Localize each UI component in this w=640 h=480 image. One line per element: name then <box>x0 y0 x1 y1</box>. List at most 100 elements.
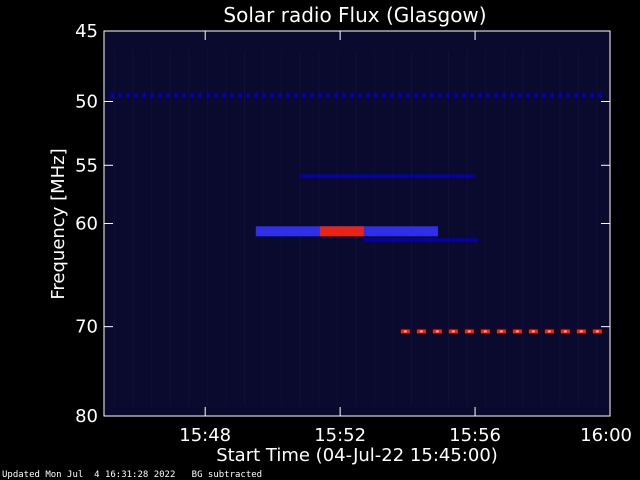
x-axis-title: Start Time (04-Jul-22 15:45:00) <box>216 445 498 466</box>
feature-dash <box>334 92 338 98</box>
feature-dash <box>134 92 138 98</box>
feature-dash <box>246 92 250 98</box>
feature-dash <box>110 92 114 98</box>
feature-dash <box>390 92 394 98</box>
feature-dash-core <box>499 330 503 333</box>
background-streak <box>522 51 524 406</box>
background-streak <box>151 51 153 406</box>
background-streak <box>225 51 227 406</box>
feature-dash <box>150 92 154 98</box>
y-tick-label: 80 <box>75 406 98 427</box>
feature-dash <box>358 92 362 98</box>
feature-dash <box>382 92 386 98</box>
feature-dash <box>374 92 378 98</box>
feature-dash <box>254 92 258 98</box>
feature-dash <box>366 92 370 98</box>
feature-dash <box>510 92 514 98</box>
feature-dash <box>582 92 586 98</box>
background-streak <box>503 51 505 406</box>
feature-dash <box>262 92 266 98</box>
feature-dash-core <box>515 330 519 333</box>
background-streak <box>540 51 542 406</box>
background-streak <box>114 51 116 406</box>
y-axis: 45 50 55 60 70 80 <box>75 21 610 427</box>
feature-dash-core <box>595 330 599 333</box>
feature-dash-core <box>419 330 423 333</box>
dashed-feature <box>110 92 602 98</box>
updated-text: Updated Mon Jul 4 16:31:28 2022 <box>2 470 176 480</box>
feature-dash <box>350 92 354 98</box>
feature-dash <box>158 92 162 98</box>
feature-dash <box>534 92 538 98</box>
plot-area <box>104 31 610 416</box>
feature-dash-core <box>579 330 583 333</box>
y-tick-label: 60 <box>75 214 98 235</box>
feature-dash <box>590 92 594 98</box>
background-streak <box>243 51 245 406</box>
feature-dash <box>198 92 202 98</box>
feature-dash <box>574 92 578 98</box>
background-streak <box>466 51 468 406</box>
feature-dash <box>438 92 442 98</box>
background-streak <box>577 51 579 406</box>
x-axis: 15:48 15:52 15:56 16:00 <box>179 31 632 446</box>
feature-dash <box>558 92 562 98</box>
feature-dash <box>278 92 282 98</box>
chart-title: Solar radio Flux (Glasgow) <box>223 3 486 27</box>
feature-band <box>319 226 364 237</box>
feature-dash <box>462 92 466 98</box>
feature-dash <box>118 92 122 98</box>
y-tick-label: 45 <box>75 21 98 42</box>
feature-dash <box>142 92 146 98</box>
x-tick-label: 15:52 <box>314 425 366 446</box>
background-streak <box>596 51 598 406</box>
feature-dash <box>598 92 602 98</box>
feature-dash <box>422 92 426 98</box>
feature-dash <box>318 92 322 98</box>
y-tick-label: 70 <box>75 317 98 338</box>
feature-dash-core <box>403 330 407 333</box>
feature-dash <box>270 92 274 98</box>
feature-dash <box>166 92 170 98</box>
feature-dash-core <box>467 330 471 333</box>
feature-dash <box>550 92 554 98</box>
x-tick-label: 15:48 <box>179 425 231 446</box>
feature-dash <box>222 92 226 98</box>
y-axis-title: Frequency [MHz] <box>48 148 69 299</box>
dashed-feature <box>400 329 602 334</box>
feature-dash <box>206 92 210 98</box>
feature-dash <box>182 92 186 98</box>
feature-dash-core <box>435 330 439 333</box>
feature-dash-core <box>563 330 567 333</box>
x-tick-label: 15:56 <box>449 425 501 446</box>
feature-dash <box>302 92 306 98</box>
feature-dash-core <box>451 330 455 333</box>
feature-dash <box>238 92 242 98</box>
feature-dash <box>430 92 434 98</box>
feature-dash <box>446 92 450 98</box>
feature-dash <box>542 92 546 98</box>
footer: Updated Mon Jul 4 16:31:28 2022 BG subtr… <box>2 470 262 480</box>
background-streak <box>206 51 208 406</box>
feature-dash <box>526 92 530 98</box>
feature-dash <box>502 92 506 98</box>
feature-dash <box>454 92 458 98</box>
feature-dash <box>494 92 498 98</box>
feature-dash <box>214 92 218 98</box>
feature-dash <box>310 92 314 98</box>
feature-dash <box>414 92 418 98</box>
feature-dash <box>398 92 402 98</box>
background-streak <box>132 51 134 406</box>
background-streak <box>169 51 171 406</box>
feature-dash-core <box>483 330 487 333</box>
feature-dash <box>518 92 522 98</box>
feature-dash-core <box>547 330 551 333</box>
feature-dash <box>286 92 290 98</box>
bg-note: BG subtracted <box>191 470 263 480</box>
signal-features <box>110 51 602 406</box>
feature-band <box>363 238 479 243</box>
feature-dash <box>566 92 570 98</box>
feature-dash <box>126 92 130 98</box>
feature-dash <box>406 92 410 98</box>
